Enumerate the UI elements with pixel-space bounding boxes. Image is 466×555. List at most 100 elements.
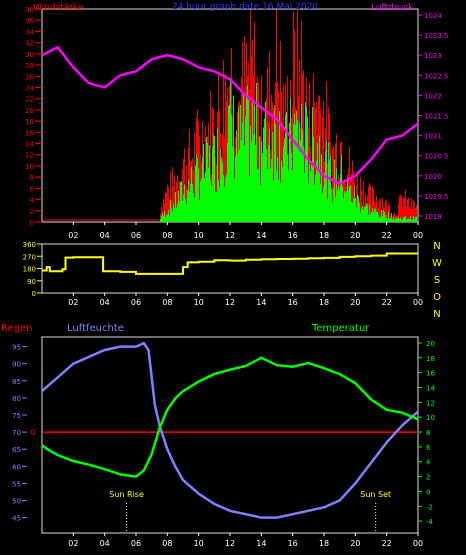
- x-tick-label: 06: [131, 298, 141, 307]
- x-tick-label: 16: [288, 231, 298, 240]
- wind-y-tick-label: 38: [25, 6, 34, 14]
- rain-zero-label: 0: [30, 428, 35, 437]
- direction-y-tick-label: 270: [23, 253, 36, 261]
- wind-y-tick-label: 6: [30, 185, 35, 193]
- wind-y-tick-label: 18: [25, 118, 34, 126]
- x-tick-label: 02: [68, 231, 78, 240]
- pressure-y-tick-label: 1022: [424, 92, 442, 100]
- wind-direction-plot-frame: [41, 243, 419, 294]
- x-tick-label: 22: [382, 231, 392, 240]
- temperature-y-tick-label: 20: [426, 340, 435, 348]
- temperature-y-tick-label: 2: [426, 474, 430, 482]
- x-tick-label: 10: [194, 231, 204, 240]
- temperature-y-tick-label: -2: [426, 503, 433, 511]
- wind-y-tick-label: 0: [30, 219, 34, 227]
- pressure-y-tick-label: 1020: [424, 173, 442, 181]
- wind-direction-line: [42, 252, 418, 275]
- x-tick-label: 00: [413, 539, 423, 548]
- x-tick-label: 02: [68, 298, 78, 307]
- pressure-y-tick-label: 1022.5: [424, 72, 449, 80]
- x-tick-label: 06: [131, 539, 141, 548]
- wind-y-tick-label: 10: [25, 163, 34, 171]
- x-tick-label: 10: [194, 298, 204, 307]
- direction-y-tick-label: 90: [27, 278, 36, 286]
- compass-label: N: [433, 241, 440, 252]
- humidity-axis-title: Luftfeuchte: [67, 323, 124, 334]
- x-tick-label: 14: [256, 298, 266, 307]
- pressure-y-tick-label: 1021.5: [424, 113, 449, 121]
- humidity-y-tick-label: 50: [12, 498, 21, 506]
- x-tick-label: 04: [100, 231, 110, 240]
- sun-annotation: Sun Set: [360, 490, 391, 499]
- humidity-y-tick-label: 90: [12, 361, 21, 369]
- wind-y-tick-label: 22: [25, 96, 34, 104]
- temperature-y-tick-label: 18: [426, 355, 435, 363]
- temperature-y-tick-label: 4: [426, 459, 431, 467]
- chart-title: 24 hour graph date 16 Mai 2020: [172, 2, 318, 12]
- temperature-y-tick-label: 6: [426, 444, 431, 452]
- x-tick-label: 12: [225, 539, 235, 548]
- wind-y-tick-label: 30: [25, 51, 34, 59]
- x-tick-label: 18: [319, 539, 329, 548]
- temperature-y-tick-label: 16: [426, 370, 435, 378]
- pressure-y-tick-label: 1020.5: [424, 153, 449, 161]
- temperature-y-tick-label: 12: [426, 399, 435, 407]
- pressure-y-tick-label: 1024: [424, 12, 442, 20]
- direction-y-tick-label: 0: [32, 290, 36, 298]
- humidity-y-tick-label: 75: [12, 412, 21, 420]
- x-tick-label: 10: [194, 539, 204, 548]
- x-tick-label: 04: [100, 298, 110, 307]
- pressure-y-tick-label: 1019: [424, 213, 442, 221]
- x-tick-label: 20: [350, 231, 360, 240]
- x-tick-label: 08: [162, 231, 172, 240]
- wind-y-tick-label: 34: [25, 28, 34, 36]
- direction-y-tick-label: 180: [23, 266, 36, 274]
- temperature-line: [41, 356, 419, 478]
- x-tick-label: 00: [413, 231, 423, 240]
- wind-y-tick-label: 14: [25, 141, 34, 149]
- compass-label: O: [433, 292, 441, 303]
- x-tick-label: 00: [413, 298, 423, 307]
- humidity-y-tick-label: 80: [12, 395, 21, 403]
- wind-y-tick-label: 2: [30, 208, 34, 216]
- x-tick-label: 20: [350, 298, 360, 307]
- x-tick-label: 12: [225, 231, 235, 240]
- wind-y-tick-label: 32: [25, 40, 34, 48]
- pressure-y-tick-label: 1023: [424, 52, 442, 60]
- pressure-axis-title: Luftdruck: [371, 3, 414, 13]
- x-tick-label: 22: [382, 298, 392, 307]
- wind-y-tick-label: 16: [25, 129, 34, 137]
- wind-y-tick-label: 24: [25, 84, 34, 92]
- wind-mean-bars: [160, 81, 417, 222]
- wind-y-tick-label: 26: [25, 73, 34, 81]
- x-tick-label: 14: [256, 539, 266, 548]
- x-tick-label: 02: [68, 539, 78, 548]
- humidity-y-tick-label: 70: [12, 429, 21, 437]
- humidity-y-tick-label: 45: [12, 515, 21, 523]
- wind-y-tick-label: 4: [30, 197, 35, 205]
- compass-label: W: [432, 258, 442, 269]
- humidity-y-tick-label: 55: [12, 480, 21, 488]
- rain-axis-title: Regen: [1, 323, 33, 334]
- x-tick-label: 18: [319, 231, 329, 240]
- x-tick-label: 22: [382, 539, 392, 548]
- x-tick-label: 08: [162, 539, 172, 548]
- temperature-axis-title: Temperatur: [311, 323, 370, 334]
- x-tick-label: 14: [256, 231, 266, 240]
- sun-annotation: Sun Rise: [109, 490, 144, 499]
- x-tick-label: 04: [100, 539, 110, 548]
- wind-y-tick-label: 8: [30, 174, 34, 182]
- compass-label: S: [434, 275, 440, 286]
- wind-y-tick-label: 36: [25, 17, 34, 25]
- compass-label: N: [433, 309, 440, 320]
- humidity-y-tick-label: 85: [12, 378, 21, 386]
- pressure-y-tick-label: 1019.5: [424, 193, 449, 201]
- direction-y-tick-label: 360: [23, 241, 36, 249]
- humidity-line: [41, 341, 419, 519]
- temperature-y-tick-label: -4: [426, 518, 434, 526]
- x-tick-label: 20: [350, 539, 360, 548]
- x-tick-label: 08: [162, 298, 172, 307]
- x-tick-label: 16: [288, 298, 298, 307]
- wind-axis-title: Windstärke: [33, 3, 84, 13]
- humidity-temperature-plot-frame: [41, 336, 419, 534]
